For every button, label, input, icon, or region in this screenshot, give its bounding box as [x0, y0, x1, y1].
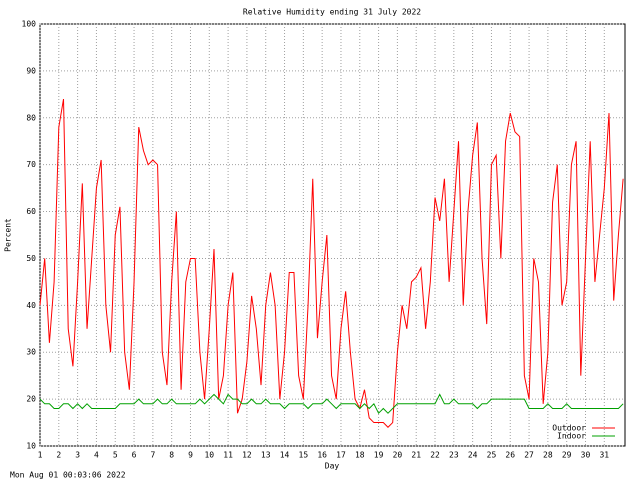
y-tick-label: 70	[26, 160, 36, 169]
x-tick-label: 23	[449, 451, 459, 460]
x-tick-label: 3	[75, 451, 80, 460]
y-axis-label: Percent	[4, 218, 13, 252]
legend-label: Indoor	[557, 432, 586, 441]
x-tick-label: 25	[487, 451, 497, 460]
footer: Mon Aug 01 00:03:06 2022	[10, 471, 126, 480]
x-tick-label: 2	[56, 451, 61, 460]
y-tick-label: 10	[26, 442, 36, 451]
x-tick-label: 15	[299, 451, 309, 460]
x-axis-label: Day	[325, 462, 340, 471]
x-tick-label: 28	[543, 451, 553, 460]
x-tick-label: 6	[132, 451, 137, 460]
y-tick-label: 30	[26, 348, 36, 357]
legend-label: Outdoor	[552, 424, 586, 433]
x-tick-label: 5	[113, 451, 118, 460]
x-tick-label: 27	[524, 451, 534, 460]
x-tick-label: 14	[280, 451, 290, 460]
x-tick-label: 11	[223, 451, 233, 460]
x-tick-label: 20	[393, 451, 403, 460]
x-tick-label: 22	[430, 451, 440, 460]
chart-title: Relative Humidity ending 31 July 2022	[243, 8, 421, 17]
x-tick-label: 9	[188, 451, 193, 460]
x-tick-label: 12	[242, 451, 252, 460]
x-tick-label: 4	[94, 451, 99, 460]
x-tick-label: 13	[261, 451, 271, 460]
x-tick-label: 31	[599, 451, 609, 460]
x-tick-label: 24	[468, 451, 478, 460]
x-tick-label: 30	[581, 451, 591, 460]
y-tick-label: 50	[26, 254, 36, 263]
x-tick-label: 16	[317, 451, 327, 460]
data-line	[39, 98, 624, 428]
y-tick-label: 60	[26, 207, 36, 216]
x-tick-label: 29	[562, 451, 572, 460]
x-tick-label: 17	[336, 451, 346, 460]
x-tick-label: 8	[169, 451, 174, 460]
x-tick-label: 18	[355, 451, 365, 460]
x-tick-label: 21	[411, 451, 421, 460]
x-tick-label: 26	[505, 451, 515, 460]
y-tick-label: 100	[22, 20, 37, 29]
data-line	[39, 393, 624, 415]
x-tick-label: 7	[150, 451, 155, 460]
y-tick-label: 80	[26, 113, 36, 122]
x-tick-label: 10	[204, 451, 214, 460]
x-tick-label: 19	[374, 451, 384, 460]
y-tick-label: 40	[26, 301, 36, 310]
y-tick-label: 90	[26, 66, 36, 75]
x-tick-label: 1	[38, 451, 43, 460]
y-tick-label: 20	[26, 395, 36, 404]
